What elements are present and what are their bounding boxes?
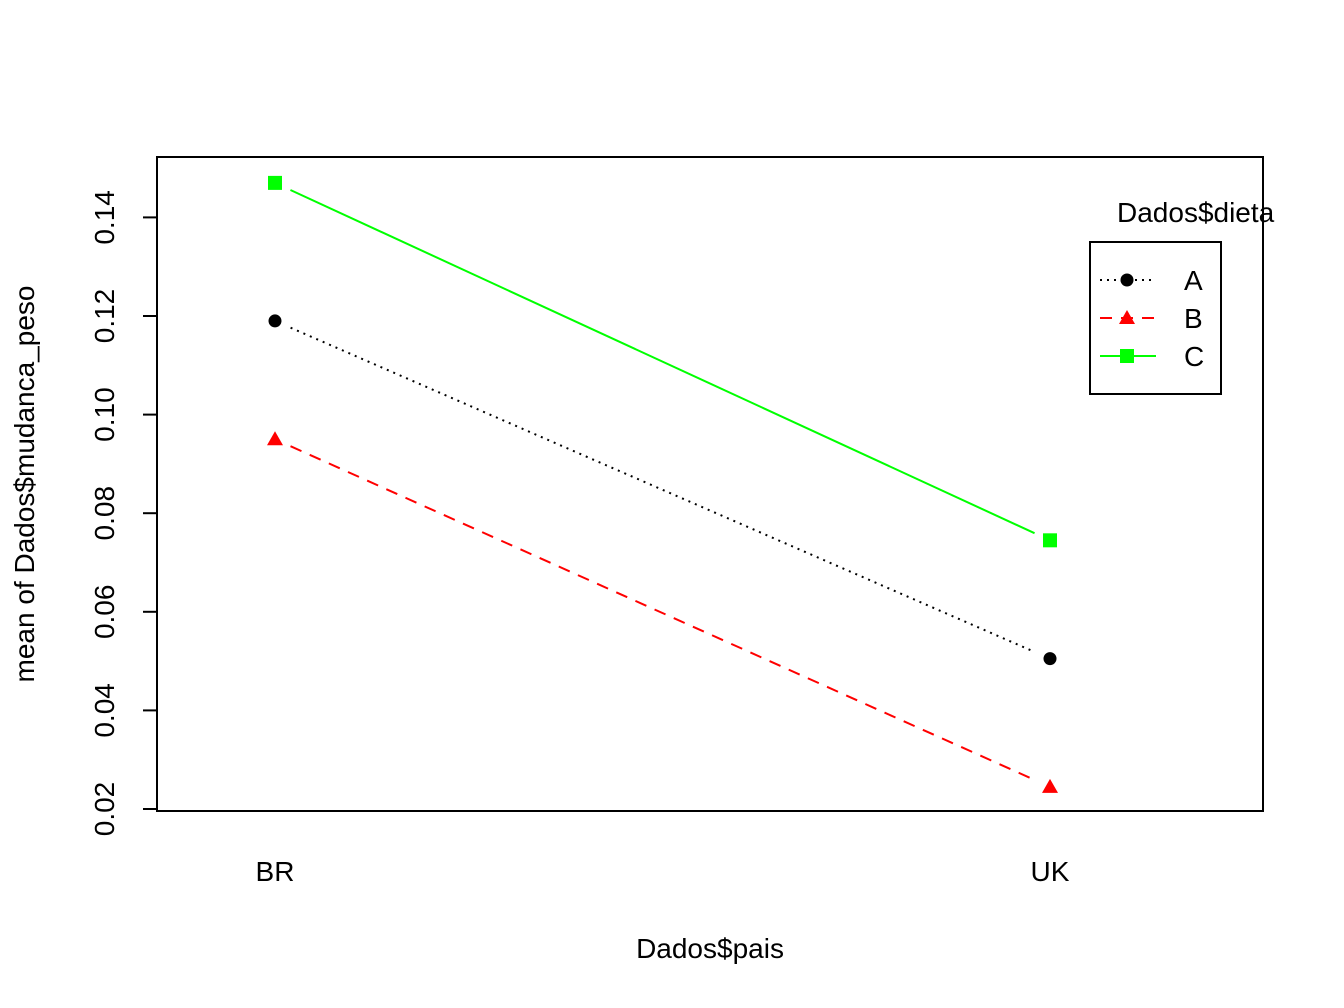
legend-items: ABC (1100, 265, 1204, 372)
y-tick-label: 0.08 (89, 486, 120, 541)
y-tick-label: 0.12 (89, 289, 120, 344)
data-point-A (268, 314, 282, 328)
y-axis-ticks: 0.02 0.04 0.06 0.08 0.10 0.12 0.14 (89, 190, 157, 836)
data-point-C (1043, 533, 1057, 548)
legend-item-B: B (1100, 303, 1203, 334)
series-line-B (290, 445, 1035, 781)
legend-label: B (1184, 303, 1203, 334)
legend-item-C: C (1100, 341, 1204, 372)
y-tick-label: 0.06 (89, 585, 120, 640)
y-axis-title: mean of Dados$mudanca_peso (9, 286, 40, 683)
x-axis-labels: BR UK (256, 856, 1070, 887)
legend: Dados$dieta ABC (1089, 197, 1275, 395)
series-line-A (290, 326, 1035, 653)
x-tick-label: UK (1031, 856, 1070, 887)
series-layer (267, 175, 1058, 793)
data-point-B (1042, 778, 1058, 793)
legend-marker (1119, 310, 1135, 324)
legend-box (1089, 241, 1222, 395)
series-A (268, 314, 1057, 666)
x-tick-label: BR (256, 856, 295, 887)
plot-frame (156, 156, 1264, 812)
legend-item-A: A (1100, 265, 1203, 296)
data-point-A (1043, 652, 1057, 666)
series-line-C (290, 189, 1035, 535)
data-point-C (268, 175, 282, 190)
series-B (267, 431, 1058, 793)
legend-label: C (1184, 341, 1204, 372)
legend-marker (1120, 273, 1134, 287)
x-axis-title: Dados$pais (636, 933, 784, 964)
legend-label: A (1184, 265, 1203, 296)
y-tick-label: 0.02 (89, 782, 120, 837)
y-tick-label: 0.04 (89, 683, 120, 738)
y-tick-label: 0.10 (89, 387, 120, 442)
y-tick-label: 0.14 (89, 190, 120, 245)
series-C (268, 175, 1057, 548)
legend-marker (1120, 349, 1134, 363)
data-point-B (267, 431, 283, 446)
legend-title: Dados$dieta (1117, 197, 1275, 228)
